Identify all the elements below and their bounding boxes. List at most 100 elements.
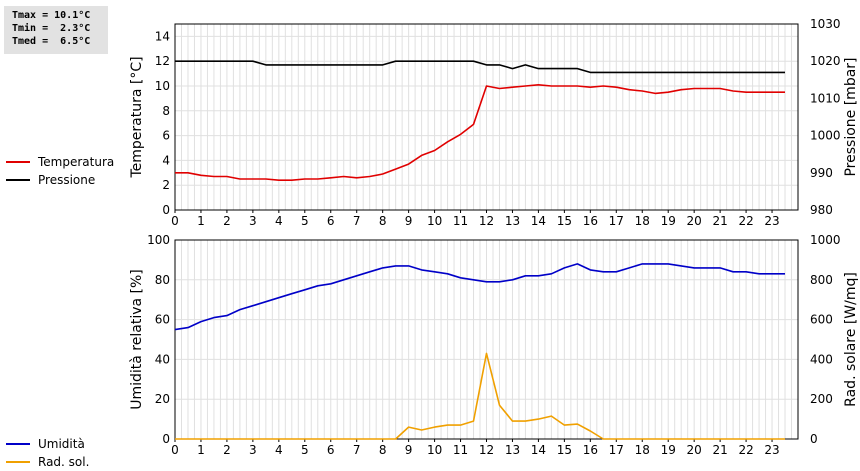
y2-tick-label: 1000 xyxy=(810,129,841,143)
stats-line-tmin: Tmin = 2.3°C xyxy=(12,23,91,34)
x-tick-label: 12 xyxy=(479,443,494,457)
chart-top: 0 1 2 3 4 5 6 7 8 9 10 11 12 13 14 15 16 17 18 19 20 21 22 2302… xyxy=(129,17,859,228)
y2-axis-title: Rad. solare [W/mq] xyxy=(843,272,859,407)
series-line-umidit- xyxy=(174,263,785,331)
x-tick-label: 21 xyxy=(712,214,727,228)
x-tick-label: 1 xyxy=(197,214,205,228)
x-tick-label: 7 xyxy=(353,214,361,228)
legend-label-temperatura: Temperatura xyxy=(38,155,115,169)
x-tick-label: 14 xyxy=(531,443,546,457)
x-tick-label: 9 xyxy=(405,214,413,228)
x-tick-label: 11 xyxy=(453,443,468,457)
y2-tick-label: 1020 xyxy=(810,54,841,68)
y2-tick-label: 0 xyxy=(810,432,818,446)
legend-swatch-umidita xyxy=(6,443,30,445)
x-tick-label: 17 xyxy=(609,214,624,228)
x-tick-label: 8 xyxy=(379,443,387,457)
y-tick-label: 4 xyxy=(162,153,170,167)
x-tick-label: 21 xyxy=(712,443,727,457)
x-tick-label: 15 xyxy=(557,214,572,228)
x-tick-label: 12 xyxy=(479,214,494,228)
x-tick-label: 8 xyxy=(379,214,387,228)
x-tick-label: 4 xyxy=(275,214,283,228)
x-tick-label: 3 xyxy=(249,443,257,457)
x-tick-label: 11 xyxy=(453,214,468,228)
x-tick-label: 0 xyxy=(171,443,179,457)
x-tick-label: 3 xyxy=(249,214,257,228)
legend-swatch-pressione xyxy=(6,179,30,181)
stats-box: Tmax = 10.1°C Tmin = 2.3°C Tmed = 6.5°C xyxy=(4,6,108,54)
x-tick-label: 13 xyxy=(505,443,520,457)
y-tick-label: 40 xyxy=(155,352,170,366)
series-line-pressione xyxy=(175,60,785,74)
x-tick-label: 19 xyxy=(661,443,676,457)
x-tick-label: 0 xyxy=(171,214,179,228)
x-tick-label: 16 xyxy=(583,214,598,228)
y-tick-label: 80 xyxy=(155,273,170,287)
y-tick-label: 14 xyxy=(155,29,170,43)
x-tick-label: 6 xyxy=(327,214,335,228)
x-tick-label: 10 xyxy=(427,443,442,457)
x-tick-label: 5 xyxy=(301,214,309,228)
x-tick-label: 20 xyxy=(687,214,702,228)
legend-item-umidita: Umidità xyxy=(6,435,89,453)
y-tick-label: 12 xyxy=(155,54,170,68)
y2-tick-label: 990 xyxy=(810,166,833,180)
y-tick-label: 0 xyxy=(162,432,170,446)
stats-line-tmax: Tmax = 10.1°C xyxy=(12,10,91,21)
y-tick-label: 0 xyxy=(162,203,170,217)
y-axis-title: Umidità relativa [%] xyxy=(129,269,145,410)
x-tick-label: 13 xyxy=(505,214,520,228)
y2-tick-label: 1010 xyxy=(810,91,841,105)
x-tick-label: 7 xyxy=(353,443,361,457)
legend-swatch-radsol xyxy=(6,461,30,463)
y-tick-label: 8 xyxy=(162,104,170,118)
y2-tick-label: 800 xyxy=(810,273,833,287)
x-tick-label: 2 xyxy=(223,443,231,457)
x-tick-label: 18 xyxy=(635,214,650,228)
x-tick-label: 16 xyxy=(583,443,598,457)
series-line-temperatura xyxy=(175,84,785,181)
x-tick-label: 15 xyxy=(557,443,572,457)
stats-line-tmed: Tmed = 6.5°C xyxy=(12,36,91,47)
x-tick-label: 17 xyxy=(609,443,624,457)
y-tick-label: 60 xyxy=(155,313,170,327)
x-tick-label: 23 xyxy=(764,443,779,457)
legend-label-umidita: Umidità xyxy=(38,437,85,451)
y2-tick-label: 1030 xyxy=(810,17,841,31)
y-tick-label: 100 xyxy=(147,233,170,247)
x-tick-label: 2 xyxy=(223,214,231,228)
x-tick-label: 22 xyxy=(738,214,753,228)
legend-top: Temperatura Pressione xyxy=(6,153,114,189)
legend-item-pressione: Pressione xyxy=(6,171,114,189)
y-tick-label: 10 xyxy=(155,79,170,93)
y2-axis-title: Pressione [mbar] xyxy=(843,57,859,176)
y2-tick-label: 200 xyxy=(810,392,833,406)
x-tick-label: 10 xyxy=(427,214,442,228)
legend-swatch-temperatura xyxy=(6,161,30,163)
x-tick-label: 20 xyxy=(687,443,702,457)
y-tick-label: 20 xyxy=(155,392,170,406)
x-tick-label: 22 xyxy=(738,443,753,457)
legend-label-pressione: Pressione xyxy=(38,173,96,187)
x-tick-label: 4 xyxy=(275,443,283,457)
x-tick-label: 23 xyxy=(764,214,779,228)
y2-tick-label: 400 xyxy=(810,352,833,366)
y-axis-title: Temperatura [°C] xyxy=(129,56,145,178)
y-tick-label: 6 xyxy=(162,129,170,143)
x-tick-label: 6 xyxy=(327,443,335,457)
x-tick-label: 14 xyxy=(531,214,546,228)
x-tick-label: 18 xyxy=(635,443,650,457)
x-tick-label: 19 xyxy=(661,214,676,228)
x-tick-label: 9 xyxy=(405,443,413,457)
x-tick-label: 5 xyxy=(301,443,309,457)
x-tick-label: 1 xyxy=(197,443,205,457)
y-tick-label: 2 xyxy=(162,178,170,192)
legend-item-temperatura: Temperatura xyxy=(6,153,114,171)
chart-bottom: 0 1 2 3 4 5 6 7 8 9 10 11 12 13 14 15 16 17 18 19 20 21 22 2302… xyxy=(129,233,859,457)
y2-tick-label: 980 xyxy=(810,203,833,217)
y2-tick-label: 600 xyxy=(810,313,833,327)
series-line-rad-sol- xyxy=(175,352,785,440)
charts-svg: 0 1 2 3 4 5 6 7 8 9 10 11 12 13 14 15 16 17 18 19 20 21 22 2302… xyxy=(129,17,859,457)
y2-tick-label: 1000 xyxy=(810,233,841,247)
